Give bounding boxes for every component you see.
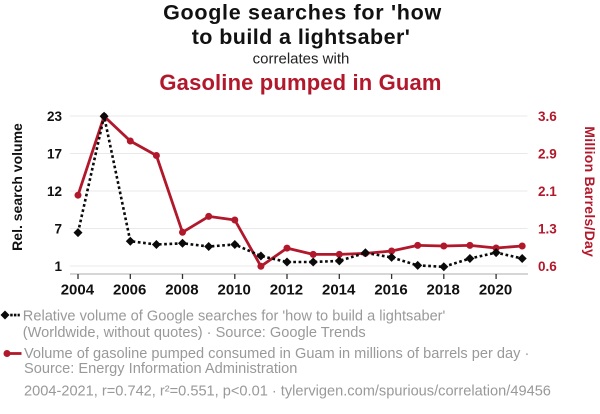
svg-text:Rel. search volume: Rel. search volume <box>9 123 25 251</box>
svg-text:23: 23 <box>47 109 63 124</box>
svg-text:3.6: 3.6 <box>538 109 557 124</box>
svg-text:12: 12 <box>47 184 62 199</box>
svg-text:2008: 2008 <box>165 282 198 299</box>
svg-text:2016: 2016 <box>374 282 407 299</box>
svg-text:2020: 2020 <box>479 282 512 299</box>
svg-text:0.6: 0.6 <box>538 259 557 274</box>
svg-text:7: 7 <box>54 222 62 237</box>
svg-text:Relative volume of Google sear: Relative volume of Google searches for '… <box>23 308 446 324</box>
svg-text:1: 1 <box>54 259 62 274</box>
svg-text:2010: 2010 <box>218 282 251 299</box>
svg-text:17: 17 <box>47 147 62 162</box>
svg-text:2.9: 2.9 <box>538 147 557 162</box>
svg-text:to build a lightsaber': to build a lightsaber' <box>192 25 411 49</box>
svg-text:(Worldwide, without quotes) ·: (Worldwide, without quotes) · Source: Go… <box>23 325 366 341</box>
svg-text:Source: Energy Information Adm: Source: Energy Information Administratio… <box>24 361 297 377</box>
svg-text:correlates with: correlates with <box>253 51 350 68</box>
svg-text:Google searches for 'how: Google searches for 'how <box>163 0 442 24</box>
svg-text:2004-2021, r=0.742, r²=0.551,: 2004-2021, r=0.742, r²=0.551, p<0.01 · t… <box>24 384 551 400</box>
svg-text:2014: 2014 <box>322 282 356 299</box>
svg-text:2006: 2006 <box>113 282 146 299</box>
svg-text:2012: 2012 <box>270 282 303 299</box>
svg-text:Volume of gasoline pumped cons: Volume of gasoline pumped consumed in Gu… <box>24 346 529 362</box>
svg-text:Gasoline pumped in Guam: Gasoline pumped in Guam <box>159 70 441 95</box>
svg-text:2.1: 2.1 <box>538 184 557 199</box>
svg-text:2004: 2004 <box>61 282 95 299</box>
svg-text:1.3: 1.3 <box>538 222 557 237</box>
svg-text:2018: 2018 <box>427 282 460 299</box>
svg-text:Million Barrels/Day: Million Barrels/Day <box>582 126 598 257</box>
